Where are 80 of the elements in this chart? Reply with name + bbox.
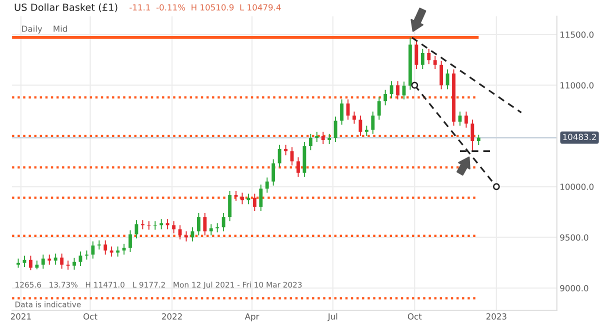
candlestick xyxy=(420,48,424,70)
candlestick xyxy=(104,240,108,256)
candlestick xyxy=(60,253,64,270)
candlestick xyxy=(84,250,88,260)
candlestick xyxy=(28,255,32,271)
candlestick xyxy=(240,192,244,205)
x-tick-label: Oct xyxy=(408,313,422,320)
candlestick xyxy=(476,134,480,146)
chart-subtitle: -11.1 -0.11% H 10510.9 L 10479.4 xyxy=(130,4,281,11)
y-tick-label: 11000.0 xyxy=(560,82,594,88)
candlestick xyxy=(340,98,344,126)
candlestick xyxy=(321,131,325,145)
y-tick-label: 9000.0 xyxy=(560,285,588,292)
y-tick-label: 9500.0 xyxy=(560,234,588,241)
y-tick-label: 10000.0 xyxy=(560,184,594,190)
y-tick-label: 11500.0 xyxy=(560,31,594,38)
candlestick xyxy=(72,257,76,270)
candlestick xyxy=(315,131,319,142)
candlestick xyxy=(334,116,338,142)
candlestick xyxy=(364,125,368,136)
candlestick xyxy=(259,184,263,212)
candlestick xyxy=(216,222,220,233)
candlestick xyxy=(358,115,362,136)
candlestick xyxy=(396,80,400,100)
candlestick xyxy=(134,220,138,239)
x-tick-label: Apr xyxy=(244,313,260,322)
chart-title: US Dollar Basket (£1) xyxy=(14,3,118,12)
candlestick xyxy=(190,226,194,242)
candlestick xyxy=(234,190,238,202)
candlestick xyxy=(178,224,182,240)
candlestick xyxy=(272,158,276,186)
candlestick xyxy=(203,212,207,236)
candlestick xyxy=(308,133,312,151)
candlestick xyxy=(48,254,52,266)
candlestick xyxy=(172,220,176,234)
x-tick-label: Oct xyxy=(84,313,98,320)
candlestick xyxy=(196,212,200,236)
candlestick xyxy=(209,224,213,236)
candlestick xyxy=(464,111,468,128)
candlestick xyxy=(128,230,132,252)
candlestick xyxy=(440,60,444,90)
candlestick xyxy=(97,240,101,250)
candlestick xyxy=(54,253,58,266)
x-tick-label: 2021 xyxy=(10,313,31,320)
candlestick xyxy=(160,218,164,230)
annotation: Daily xyxy=(22,25,42,34)
candlestick xyxy=(91,240,95,260)
candlestick xyxy=(414,40,418,70)
candlestick xyxy=(140,220,144,230)
candlestick xyxy=(184,230,188,242)
candlestick xyxy=(252,193,256,212)
candlestick xyxy=(328,133,332,145)
annotation: Mid xyxy=(54,25,67,32)
candlestick xyxy=(377,96,381,120)
candlestick xyxy=(116,246,120,258)
candlestick xyxy=(78,251,82,266)
candlestick xyxy=(153,220,157,230)
candlestick xyxy=(390,80,394,98)
candlestick xyxy=(41,254,45,270)
candlestick xyxy=(265,177,269,194)
candlestick xyxy=(228,190,232,222)
x-tick-label: 2023 xyxy=(486,313,506,320)
candlestick xyxy=(222,212,226,232)
candlestick xyxy=(166,218,170,230)
candlestick xyxy=(470,119,474,152)
candlestick xyxy=(402,81,406,100)
ref-line-label: 10483.2 xyxy=(563,134,596,140)
candlestick xyxy=(371,111,375,134)
candlestick xyxy=(384,89,388,106)
candlestick xyxy=(284,144,288,156)
candlestick xyxy=(290,146,294,166)
candlestick xyxy=(147,220,151,230)
candlestick xyxy=(296,156,300,178)
x-tick-label: Jul xyxy=(327,313,338,322)
candlestick xyxy=(110,246,114,258)
candlestick xyxy=(278,144,282,168)
candlestick xyxy=(433,56,437,70)
x-tick-label: 2022 xyxy=(162,313,182,320)
candlestick xyxy=(352,111,356,124)
candlestick xyxy=(427,48,431,65)
